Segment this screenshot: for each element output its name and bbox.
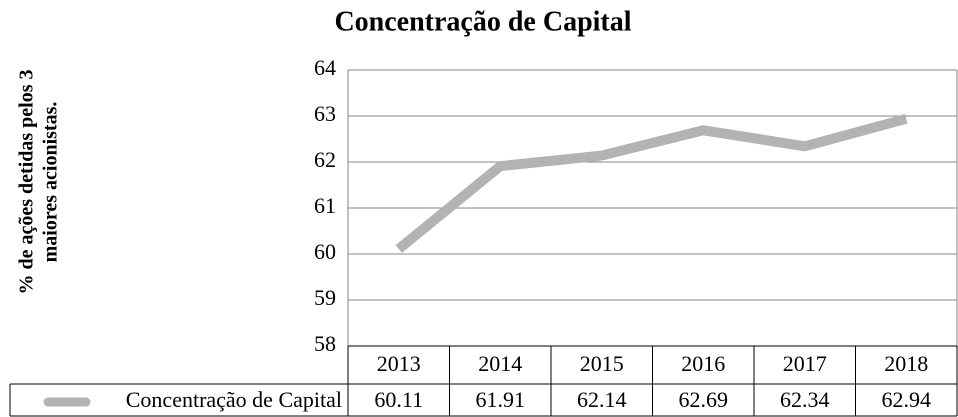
x-tick-label: 2015: [580, 351, 624, 376]
y-tick-label: 64: [314, 55, 336, 80]
x-tick-label: 2017: [783, 351, 827, 376]
series-line: [395, 113, 908, 253]
table-value: 62.69: [679, 387, 729, 412]
y-tick-label: 63: [314, 101, 336, 126]
table-value: 60.11: [374, 387, 423, 412]
y-tick-label: 59: [314, 285, 336, 310]
x-tick-label: 2014: [478, 351, 522, 376]
table-value: 62.14: [577, 387, 627, 412]
y-axis-label: % de ações detidas pelos 3 maiores acion…: [16, 70, 62, 295]
y-axis-label-line: maiores acionistas.: [40, 102, 62, 263]
y-tick-label: 60: [314, 239, 336, 264]
table-value: 62.34: [780, 387, 830, 412]
legend-label: Concentração de Capital: [126, 387, 342, 412]
y-tick-label: 58: [314, 331, 336, 356]
chart-title: Concentração de Capital: [334, 6, 631, 37]
y-axis-label-line: % de ações detidas pelos 3: [16, 70, 38, 295]
x-tick-label: 2018: [884, 351, 928, 376]
x-tick-label: 2016: [681, 351, 725, 376]
table-value: 62.94: [882, 387, 932, 412]
y-tick-label: 62: [314, 147, 336, 172]
table-value: 61.91: [476, 387, 526, 412]
y-tick-label: 61: [314, 193, 336, 218]
x-tick-label: 2013: [377, 351, 421, 376]
